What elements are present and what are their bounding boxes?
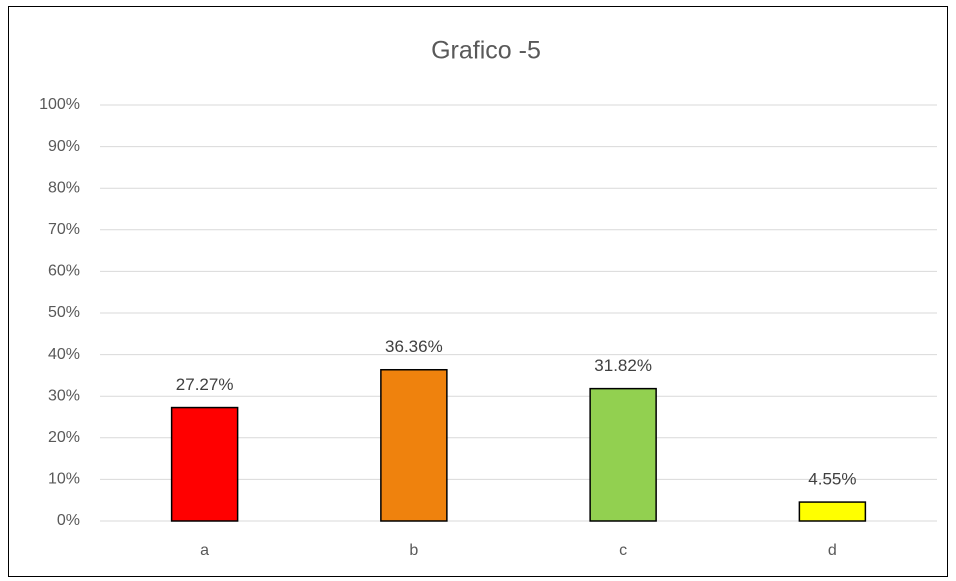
- y-tick-label: 20%: [48, 429, 80, 446]
- y-tick-label: 90%: [48, 138, 80, 155]
- x-tick-label: a: [200, 542, 209, 559]
- y-tick-label: 0%: [57, 512, 80, 529]
- bar: [589, 387, 657, 522]
- chart-title: Grafico -5: [431, 37, 541, 65]
- y-tick-label: 80%: [48, 179, 80, 196]
- y-tick-label: 60%: [48, 263, 80, 280]
- x-tick-label: b: [409, 542, 418, 559]
- data-label: 36.36%: [385, 337, 443, 356]
- chart-border: [8, 6, 948, 577]
- bar: [798, 501, 867, 522]
- y-tick-label: 40%: [48, 346, 80, 363]
- y-tick-label: 100%: [39, 96, 80, 113]
- data-label: 31.82%: [594, 356, 652, 375]
- bar: [380, 368, 448, 522]
- bar: [170, 406, 239, 522]
- x-tick-label: c: [619, 542, 627, 559]
- data-label: 4.55%: [808, 470, 856, 489]
- y-tick-label: 30%: [48, 387, 80, 404]
- y-tick-label: 10%: [48, 471, 80, 488]
- y-tick-label: 50%: [48, 304, 80, 321]
- x-tick-label: d: [828, 542, 837, 559]
- y-tick-label: 70%: [48, 221, 80, 238]
- data-label: 27.27%: [176, 375, 234, 394]
